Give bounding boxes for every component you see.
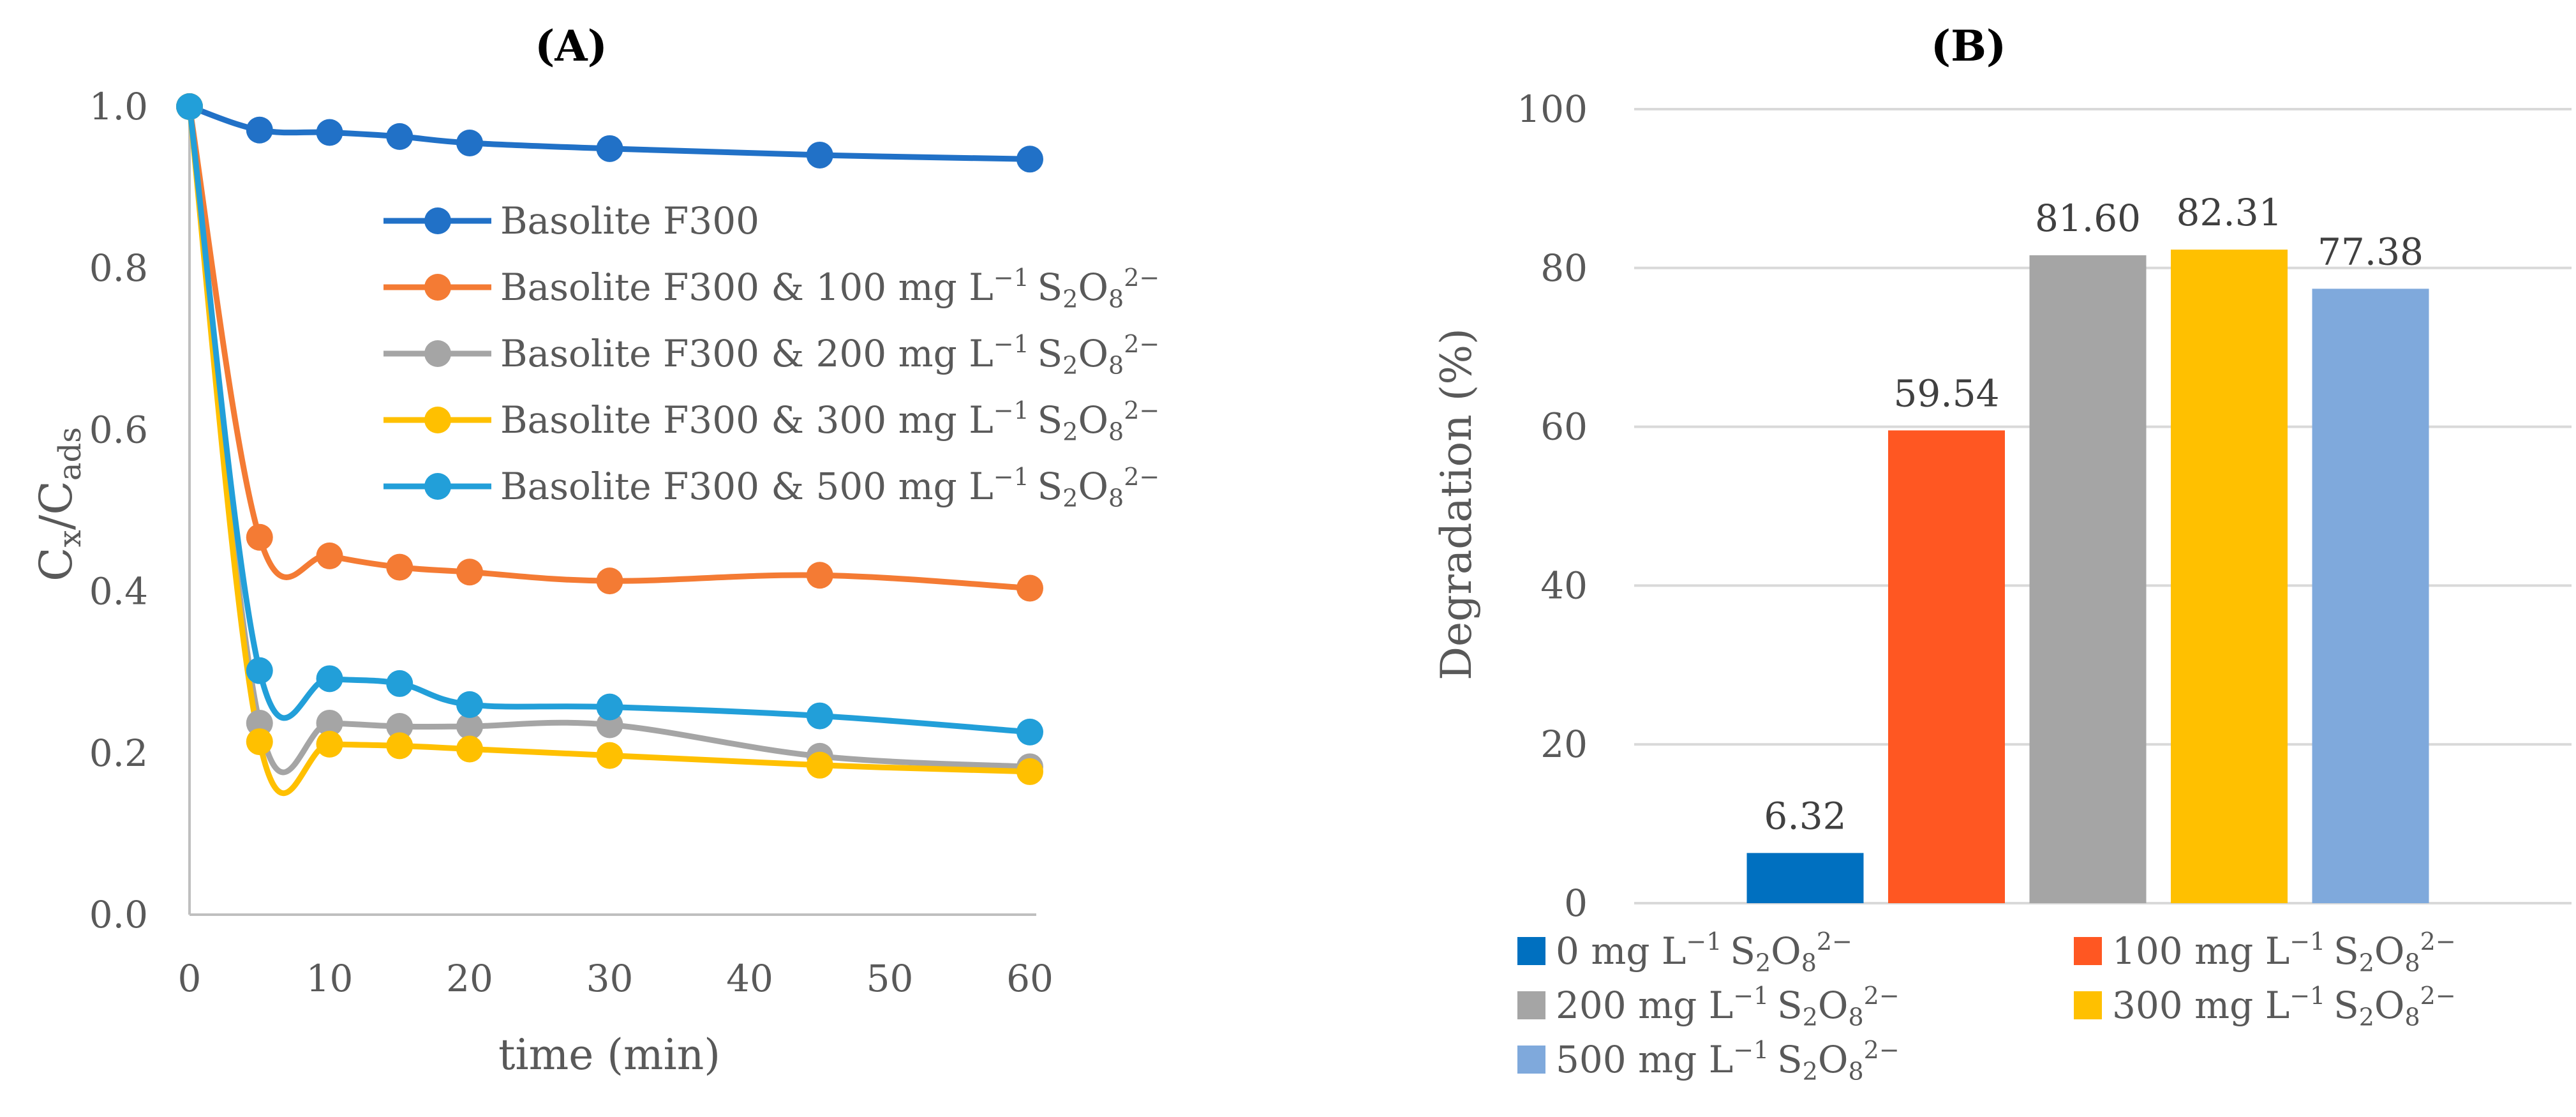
panel-b-legend-label: 500 mg L−1 S2O82− <box>1556 1036 1900 1086</box>
panel-a-ticks: 0.0 0.2 0.4 0.6 0.8 1.0 0 10 20 30 40 50 60 <box>89 85 1053 1000</box>
panel-b-y-tick-label: 20 <box>1540 723 1588 766</box>
panel-a-x-tick-label: 10 <box>306 957 354 1000</box>
panel-a-x-tick-label: 0 <box>178 957 202 1000</box>
panel-b-legend-swatch <box>1517 991 1545 1019</box>
panel-a-data-point <box>246 657 273 684</box>
panel-b-y-tick-label: 80 <box>1540 246 1588 290</box>
panel-a-legend: Basolite F300 Basolite F300 & 100 mg L−1 S… <box>383 199 1159 513</box>
panel-a-data-point <box>596 693 623 721</box>
panel-a-data-point <box>246 728 273 756</box>
panel-a-y-tick-label: 0.4 <box>89 570 148 613</box>
panel-b-legend-label: 0 mg L−1 S2O82− <box>1556 927 1852 977</box>
panel-a-legend-swatch-marker <box>424 207 451 234</box>
panel-b-ticks: 0 20 40 60 80 100 <box>1517 87 1588 925</box>
panel-a-data-point <box>316 542 343 569</box>
panel-a-data-point <box>806 141 833 169</box>
panel-a-y-tick-label: 0.8 <box>89 246 148 290</box>
panel-b-legend-swatch <box>2074 937 2102 965</box>
panel-b-bars <box>1746 250 2429 903</box>
panel-a-y-tick-label: 0.2 <box>89 731 148 775</box>
panel-a-x-tick-label: 60 <box>1006 957 1053 1000</box>
panel-a-legend-swatch-marker <box>424 473 451 500</box>
panel-a-legend-label: Basolite F300 & 500 mg L−1 S2O82− <box>500 463 1159 513</box>
panel-a-yaxis-title: Cx/Cads <box>30 427 88 581</box>
panel-b-legend-label: 300 mg L−1 S2O82− <box>2112 982 2456 1031</box>
panel-a-title: (A) <box>535 21 607 71</box>
panel-a-x-tick-label: 40 <box>726 957 773 1000</box>
panel-a-legend-label: Basolite F300 & 100 mg L−1 S2O82− <box>500 264 1159 313</box>
panel-a-y-tick-label: 0.6 <box>89 408 148 451</box>
panel-a-data-point <box>316 119 343 146</box>
panel-b-bar-value-label: 81.60 <box>2035 197 2141 240</box>
panel-b-yaxis-title: Degradation (%) <box>1432 328 1481 680</box>
panel-a-data-point <box>456 558 483 586</box>
panel-a-axes <box>188 103 1036 916</box>
panel-a-legend-label: Basolite F300 <box>500 199 759 243</box>
panel-a-y-tick-label: 1.0 <box>89 85 148 128</box>
panel-a-data-point <box>456 129 483 156</box>
panel-b-bar <box>2029 255 2147 903</box>
panel-a-x-tick-label: 20 <box>446 957 493 1000</box>
panel-b-legend-label: 200 mg L−1 S2O82− <box>1556 982 1900 1031</box>
panel-b-y-tick-label: 0 <box>1564 881 1588 925</box>
panel-b-bar <box>2312 289 2429 903</box>
panel-a-data-point <box>456 691 483 718</box>
panel-a-data-point <box>1016 146 1043 173</box>
panel-a-data-point <box>596 567 623 595</box>
panel-b-bar-value-label: 59.54 <box>1893 371 1999 415</box>
panel-a-legend-label: Basolite F300 & 200 mg L−1 S2O82− <box>500 330 1159 380</box>
panel-a-legend-swatch-marker <box>424 340 451 367</box>
panel-a-data-point <box>386 670 413 697</box>
panel-a-xaxis-title: time (min) <box>498 1030 720 1079</box>
panel-a-series-line-0 <box>188 103 1031 162</box>
panel-a-data-point <box>316 665 343 693</box>
panel-a-data-point <box>1016 574 1043 602</box>
panel-a-data-point <box>596 135 623 162</box>
panel-b-legend-swatch <box>1517 1046 1545 1074</box>
panel-a-data-point <box>1016 718 1043 746</box>
panel-b-bar <box>1746 853 1864 903</box>
panel-a-data-point <box>316 709 343 737</box>
panel-b-y-tick-label: 100 <box>1517 87 1588 131</box>
panel-a-data-point <box>806 702 833 730</box>
panel-a-data-point <box>246 116 273 144</box>
panel-b-bar-value-label: 6.32 <box>1764 794 1846 837</box>
panel-a-x-tick-label: 50 <box>867 957 914 1000</box>
panel-a-data-point <box>386 732 413 760</box>
panel-b-legend: 0 mg L−1 S2O82− 100 mg L−1 S2O82− 200 mg L−1… <box>1517 927 2456 1086</box>
panel-a-data-point <box>806 751 833 779</box>
panel-a-x-tick-label: 30 <box>586 957 634 1000</box>
panel-a-legend-swatch-marker <box>424 407 451 433</box>
panel-a-legend-label: Basolite F300 & 300 mg L−1 S2O82− <box>500 396 1159 446</box>
panel-a-legend-swatch-marker <box>424 274 451 301</box>
panel-b-bar <box>1888 430 2005 903</box>
panel-b-data-labels: 6.32 59.54 81.60 82.31 77.38 <box>1764 191 2423 837</box>
panel-a-data-point <box>386 553 413 581</box>
panel-a-points <box>176 93 1043 785</box>
panel-a-data-point <box>1016 758 1043 785</box>
panel-b-legend-label: 100 mg L−1 S2O82− <box>2112 927 2456 977</box>
panel-b-legend-swatch <box>1517 937 1545 965</box>
panel-a-data-point <box>456 713 483 740</box>
panel-a-data-point <box>176 93 203 120</box>
panel-a-data-point <box>456 735 483 763</box>
panel-b-y-tick-label: 60 <box>1540 405 1588 449</box>
panel-a-data-point <box>386 123 413 150</box>
panel-b-legend-swatch <box>2074 991 2102 1019</box>
panel-b-y-tick-label: 40 <box>1540 564 1588 607</box>
panel-b-bar <box>2171 250 2288 903</box>
panel-b-bar-value-label: 77.38 <box>2318 230 2423 273</box>
panel-a-data-point <box>316 730 343 758</box>
panel-a-data-point <box>596 742 623 769</box>
panel-b-bar-value-label: 82.31 <box>2176 191 2282 234</box>
panel-a-data-point <box>246 709 273 737</box>
panel-b-title: (B) <box>1931 21 2006 71</box>
panel-a-data-point <box>246 523 273 551</box>
panel-a-data-point <box>806 562 833 589</box>
panel-a-y-tick-label: 0.0 <box>89 893 148 936</box>
panel-a-data-point <box>386 713 413 740</box>
